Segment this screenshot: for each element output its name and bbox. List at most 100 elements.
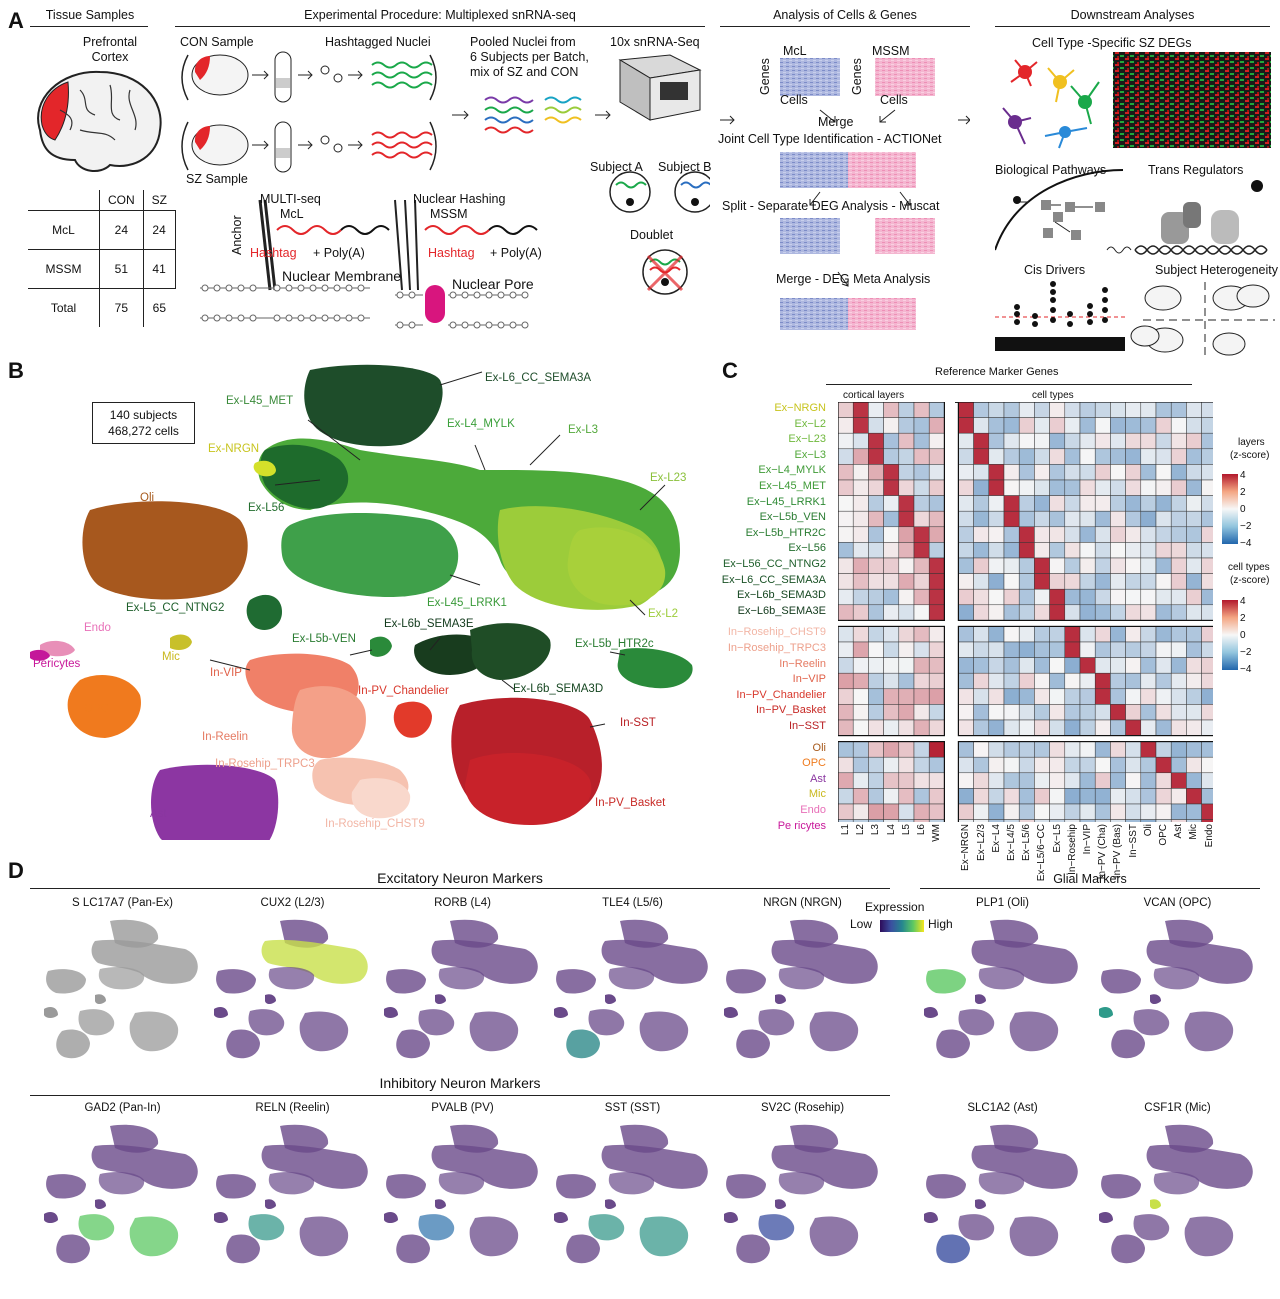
heatmap-cell (1018, 495, 1035, 512)
heatmap-cell (1170, 510, 1187, 528)
heatmap-cell (958, 641, 974, 658)
heatmap-group-outline (957, 625, 1213, 737)
heatmap-cell (1110, 704, 1126, 721)
heatmap-cell (838, 604, 854, 621)
heatmap-cell (1034, 657, 1050, 674)
heatmap-cell (1094, 479, 1111, 496)
heatmap-cell (1201, 604, 1213, 621)
heatmap-cell (883, 719, 900, 736)
heatmap-cell (1140, 417, 1157, 434)
heatmap-cell (1110, 588, 1126, 606)
heatmap-cell (868, 803, 884, 820)
heatmap-cell (852, 526, 869, 543)
heatmap-cell (928, 788, 945, 805)
heatmap-cell (973, 604, 990, 621)
heatmap-cell (973, 819, 990, 822)
heatmap-cell (1018, 542, 1035, 559)
heatmap-cell (1034, 741, 1050, 758)
heatmap-cell (1110, 432, 1126, 450)
heatmap-cell (1049, 448, 1066, 465)
polya-label: + Poly(A) (313, 246, 365, 260)
heatmap-cell (913, 772, 930, 789)
heatmap-cell (1049, 526, 1066, 543)
heatmap-cell (1110, 719, 1126, 736)
heatmap-cell (988, 604, 1005, 621)
heatmap-cell (988, 741, 1005, 758)
heatmap-cell (1170, 741, 1187, 758)
feature-plot-title: SST (SST) (604, 1102, 661, 1114)
heatmap-row-label: Ex−L4_MYLK (758, 464, 826, 477)
heatmap-cell (913, 803, 930, 820)
heatmap-cell (1110, 604, 1126, 621)
heatmap-cell (1049, 402, 1066, 418)
heatmap-row-label: Ex−L6_CC_SEMA3A (721, 573, 826, 586)
heatmap-cell (1125, 495, 1142, 512)
heatmap-cell (1018, 626, 1035, 643)
heatmap-cell (1094, 526, 1111, 543)
heatmap-cell (838, 557, 854, 574)
feature-plot (724, 1124, 878, 1264)
heatmap-cell (1140, 542, 1157, 559)
heatmap-cell (898, 464, 915, 481)
heatmap-cell (1064, 756, 1081, 774)
heatmap-cell (1110, 510, 1126, 528)
merge-label: Merge (818, 115, 854, 129)
heatmap-cell (1034, 542, 1050, 559)
feature-plot-title: PLP1 (Oli) (975, 897, 1030, 909)
legend-layers-title: layers (1238, 437, 1265, 448)
umap-plot (30, 364, 693, 840)
heatmap-cell (852, 432, 869, 450)
heatmap-cell (1125, 402, 1142, 418)
legend-tick: 0 (1240, 504, 1246, 515)
heatmap-cell (1034, 772, 1050, 789)
heatmap-cell (898, 772, 915, 789)
heatmap-cell (1003, 542, 1020, 559)
heatmap-cell (1094, 573, 1111, 590)
heatmap-cell (1186, 479, 1202, 496)
heatmap-cell (1064, 819, 1081, 822)
heatmap-cell (1110, 688, 1126, 705)
umap-label-nrgn: Ex-NRGN (208, 443, 260, 455)
heatmap-cell (1079, 542, 1096, 559)
heatmap-cell (1140, 704, 1157, 721)
heatmap-cell (1003, 672, 1020, 690)
heatmap-cell (1140, 448, 1157, 465)
heatmap-cell (898, 719, 915, 736)
heatmap-cell (883, 402, 900, 418)
heatmap-cell (1003, 756, 1020, 774)
feature-plot (1099, 1124, 1253, 1264)
heatmap-cell (1110, 641, 1126, 658)
heatmap-cell (852, 704, 869, 721)
heatmap-cell (1170, 573, 1187, 590)
heatmap-cell (913, 526, 930, 543)
umap-label-l5bhtr: Ex-L5b_HTR2c (575, 638, 654, 650)
exc-title: Excitatory Neuron Markers (377, 870, 543, 886)
heatmap-cell (1018, 688, 1035, 705)
heatmap-cell (1094, 788, 1111, 805)
heatmap-cell (973, 672, 990, 690)
heatmap-cell (1064, 772, 1081, 789)
heatmap-cell (958, 557, 974, 574)
heatmap-cell (852, 672, 869, 690)
heatmap-cell (1110, 417, 1126, 434)
heatmap-cell (852, 510, 869, 528)
heatmap-cell (958, 432, 974, 450)
seq-label: 10x snRNA-Seq (610, 35, 700, 49)
heatmap-group-outline (838, 625, 946, 737)
heatmap-col-label: WM (931, 824, 943, 842)
heatmap-group-outline (957, 741, 1213, 822)
heatmap-cell (838, 756, 854, 774)
legend-types-zscore: (z-score) (1230, 575, 1270, 586)
heatmap-cell (1094, 772, 1111, 789)
exp-title: Experimental Procedure: Multiplexed snRN… (304, 8, 576, 22)
heatmap-cell (1079, 448, 1096, 465)
heatmap-cell (1003, 657, 1020, 674)
genes-label: Genes (758, 58, 772, 95)
heatmap-cell (1170, 719, 1187, 736)
heatmap-cell (1201, 542, 1213, 559)
heatmap-cell (898, 417, 915, 434)
cis-label: Cis Drivers (1024, 263, 1086, 277)
heatmap-cell (838, 479, 854, 496)
heatmap-cell (928, 448, 945, 465)
heatmap-cell (1140, 657, 1157, 674)
